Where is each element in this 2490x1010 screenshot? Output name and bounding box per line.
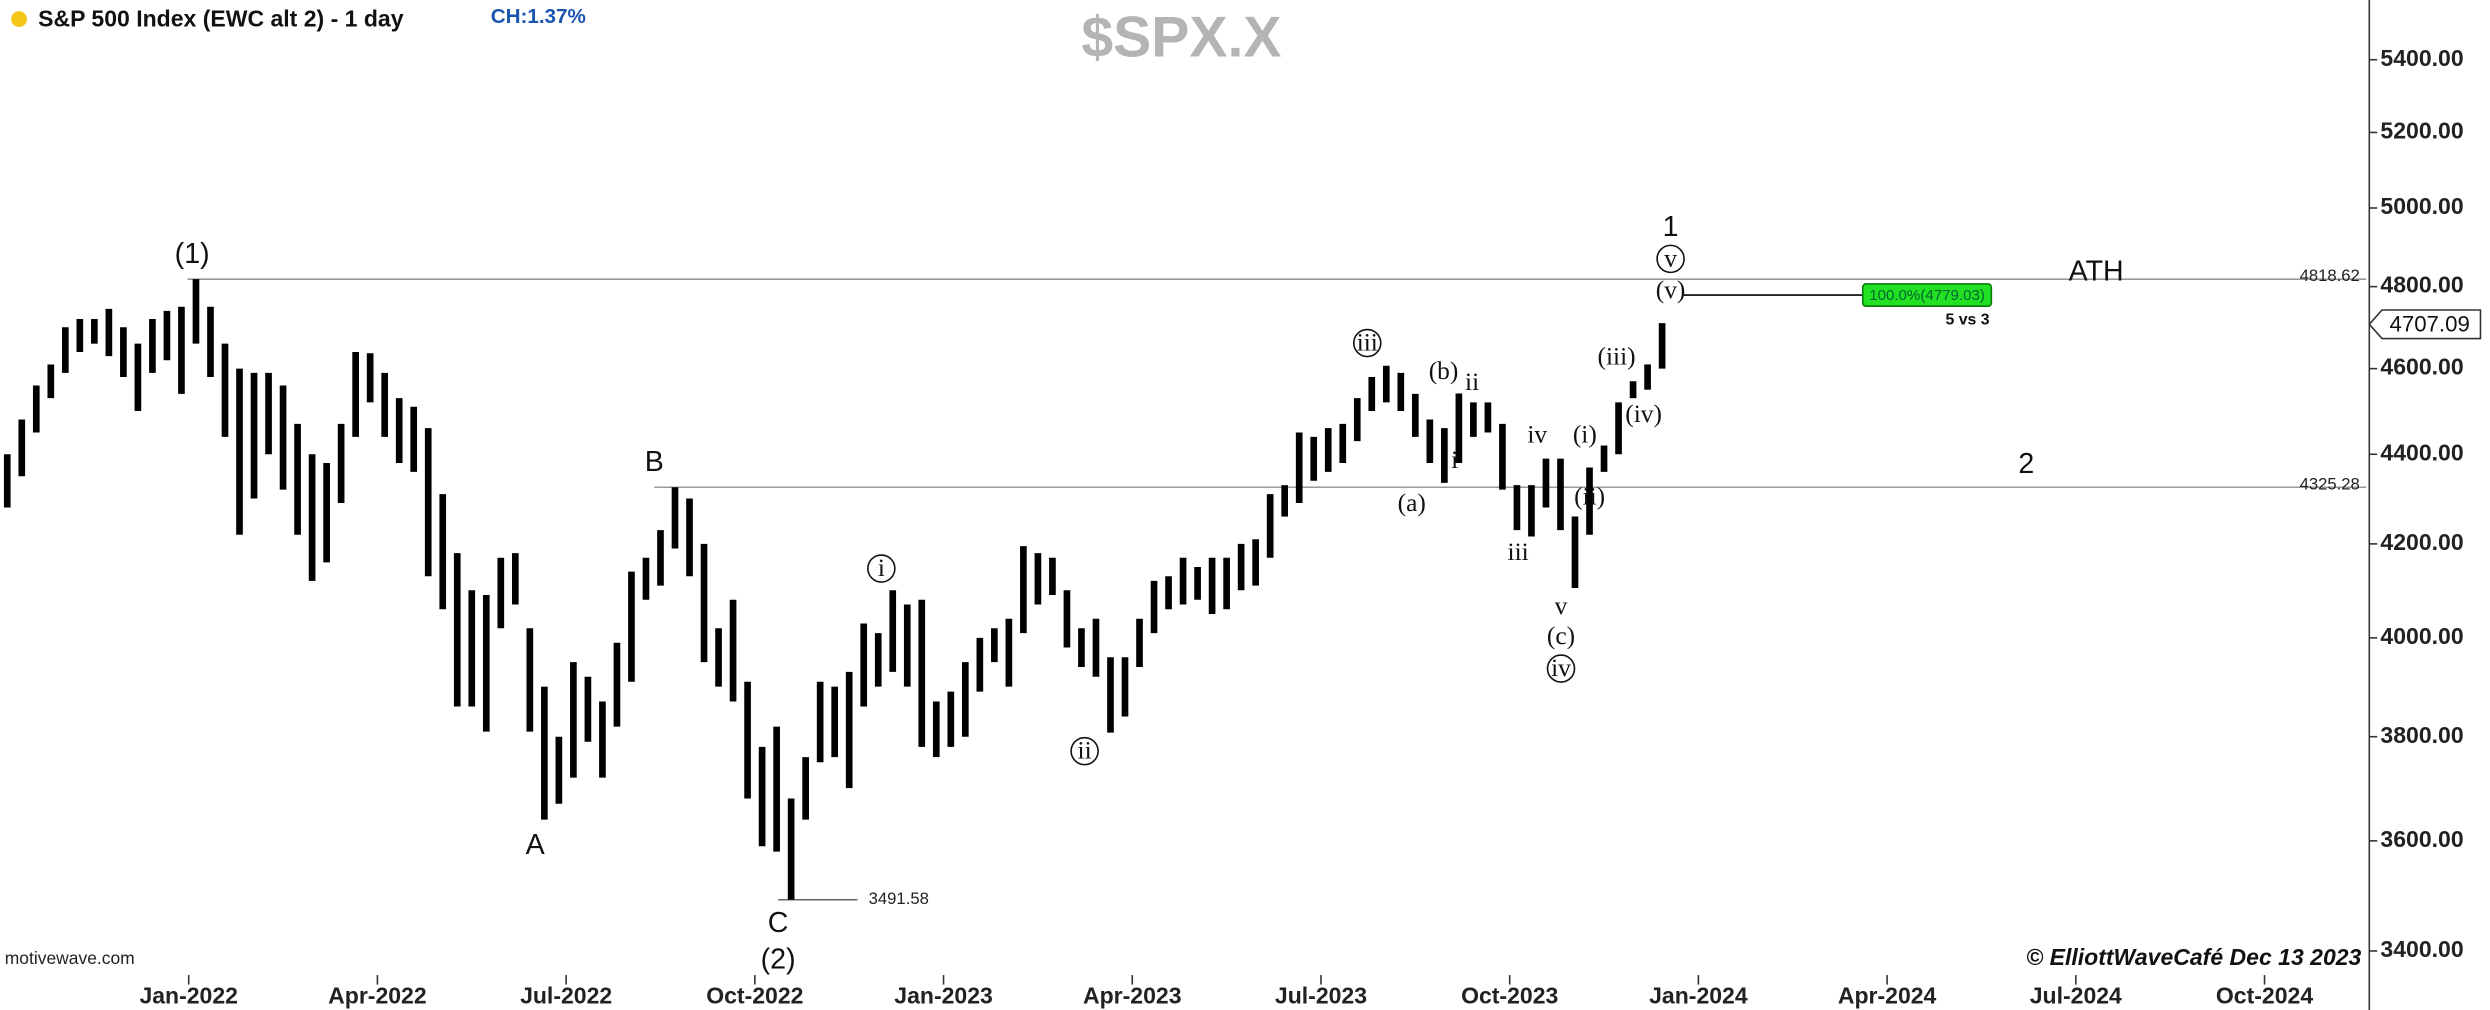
fib-box — [1861, 283, 1993, 307]
x-tick-label: Jan-2022 — [139, 982, 238, 1008]
wave-label: (1) — [175, 238, 210, 270]
source: motivewave.com — [5, 948, 135, 968]
wave-label: (b) — [1429, 357, 1459, 385]
wave-label: A — [526, 829, 545, 861]
wave-label: (c) — [1547, 622, 1575, 650]
wave-circle — [1546, 654, 1576, 683]
last-price-tag — [2368, 309, 2482, 340]
wave-label: 2 — [2018, 448, 2034, 480]
change: CH:1.37% — [491, 5, 586, 28]
wave-circle — [1656, 244, 1685, 274]
y-tick-label: 3600.00 — [2380, 826, 2463, 852]
wave-label: (iv) — [1625, 400, 1662, 428]
level-label: 4325.28 — [2300, 474, 2360, 493]
y-tick-label: 4000.00 — [2380, 623, 2463, 649]
wave-label: (ii) — [1574, 482, 1605, 510]
x-tick-label: Jan-2023 — [894, 982, 993, 1008]
x-tick-label: Oct-2024 — [2216, 982, 2313, 1008]
wave-circle — [1070, 736, 1099, 766]
x-tick-label: Jul-2024 — [2030, 982, 2122, 1008]
y-tick-label: 5000.00 — [2380, 193, 2463, 219]
wave-label: ii — [1465, 368, 1479, 396]
wave-label: B — [645, 446, 664, 478]
wave-circle — [867, 554, 896, 583]
status-dot — [11, 11, 27, 28]
y-tick-label: 4600.00 — [2380, 354, 2463, 380]
x-tick-label: Apr-2022 — [328, 982, 427, 1008]
symbol-watermark: $SPX.X — [1081, 5, 1281, 69]
y-tick-label: 3800.00 — [2380, 722, 2463, 748]
wave-circle — [1352, 328, 1382, 358]
x-tick-label: Oct-2023 — [1461, 982, 1558, 1008]
wave-label: C — [768, 907, 789, 939]
x-tick-label: Oct-2022 — [706, 982, 803, 1008]
chart-title: S&P 500 Index (EWC alt 2) - 1 day — [38, 6, 404, 32]
wave-label: (i) — [1573, 421, 1597, 449]
fib-note: 5 vs 3 — [1945, 312, 1989, 329]
level-label: 4818.62 — [2300, 266, 2360, 285]
wave-label: iv — [1527, 421, 1547, 449]
wave-label: ii — [1078, 737, 1092, 765]
wave-label: 1 — [1663, 211, 1679, 243]
last-price-label: 4707.09 — [2389, 312, 2469, 337]
y-tick-label: 4400.00 — [2380, 439, 2463, 465]
wave-label: v — [1555, 592, 1568, 620]
fib-label: 100.0%(4779.03) — [1869, 287, 1985, 304]
wave-label: ATH — [2069, 256, 2124, 288]
y-tick-label: 3400.00 — [2380, 936, 2463, 962]
wave-label: (a) — [1398, 489, 1426, 517]
y-tick-label: 5400.00 — [2380, 45, 2463, 71]
wave-label: v — [1664, 244, 1677, 272]
wave-label: iv — [1551, 654, 1571, 682]
wave-label: i — [878, 554, 885, 582]
wave-label: i — [1451, 446, 1458, 474]
y-tick-label: 4800.00 — [2380, 272, 2463, 298]
x-tick-label: Jul-2022 — [520, 982, 612, 1008]
x-tick-label: Apr-2024 — [1838, 982, 1937, 1008]
x-tick-label: Jul-2023 — [1275, 982, 1367, 1008]
credit: © ElliottWaveCafé Dec 13 2023 — [2026, 944, 2361, 970]
wave-label: iii — [1508, 538, 1529, 566]
wave-label: (v) — [1656, 276, 1686, 304]
x-tick-label: Apr-2023 — [1083, 982, 1182, 1008]
y-tick-label: 5200.00 — [2380, 118, 2463, 144]
y-tick-label: 4200.00 — [2380, 529, 2463, 555]
level-label: 3491.58 — [869, 889, 929, 908]
wave-label: iii — [1357, 328, 1378, 356]
wave-label: (iii) — [1598, 343, 1636, 371]
x-tick-label: Jan-2024 — [1649, 982, 1748, 1008]
wave-label: (2) — [761, 943, 796, 975]
